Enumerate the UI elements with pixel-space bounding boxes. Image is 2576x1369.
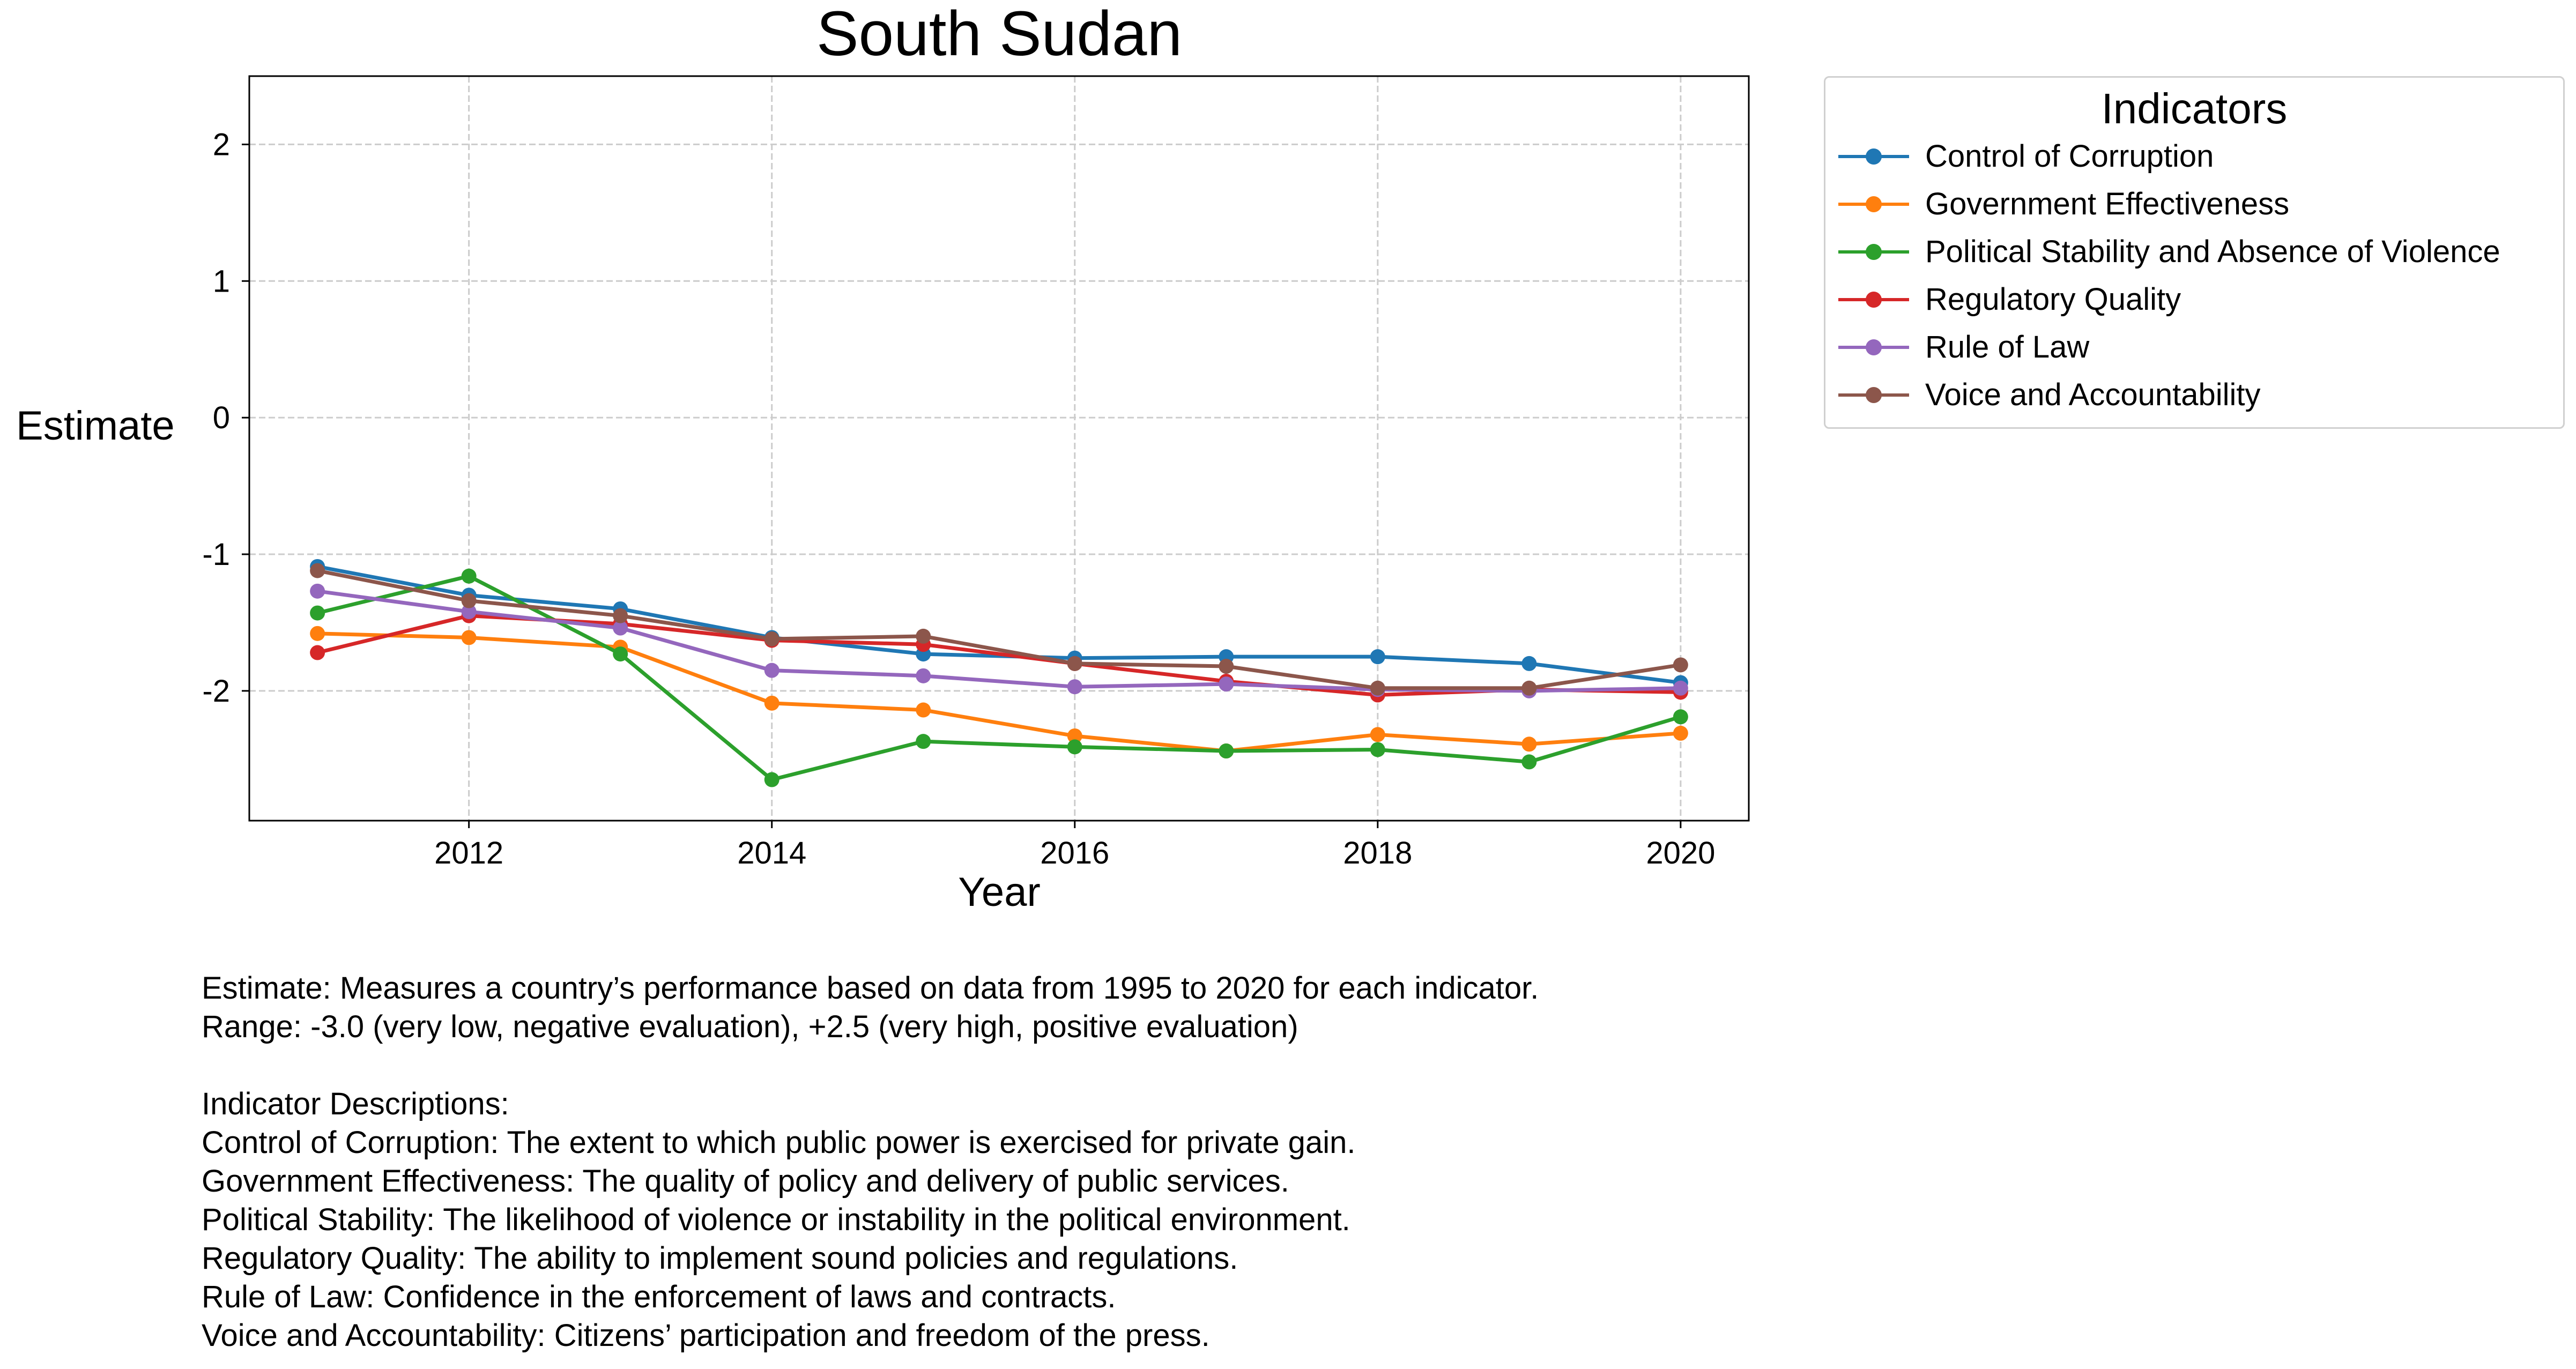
x-tick-label: 2014 <box>737 836 806 870</box>
y-tick-label: -1 <box>202 537 230 572</box>
series-line <box>317 589 1681 693</box>
legend-swatch <box>1836 135 1911 177</box>
data-point <box>1673 657 1688 673</box>
series-line <box>317 564 1681 685</box>
data-point <box>1521 736 1537 752</box>
series-line <box>317 631 1681 753</box>
data-point <box>613 608 628 623</box>
data-point <box>613 646 628 662</box>
data-point <box>1067 656 1082 671</box>
data-point <box>1521 656 1537 671</box>
data-point <box>461 604 477 620</box>
legend-item-political-stability-and-absence-of-violence: Political Stability and Absence of Viole… <box>1836 230 2500 273</box>
series-control-of-corruption <box>310 559 1688 690</box>
estimate-note: Estimate: Measures a country’s performan… <box>202 971 1539 1006</box>
data-point <box>1219 659 1234 674</box>
data-point <box>916 702 931 718</box>
legend-label: Political Stability and Absence of Viole… <box>1925 234 2500 269</box>
data-point <box>916 734 931 749</box>
legend-item-control-of-corruption: Control of Corruption <box>1836 135 2214 177</box>
data-point <box>1067 739 1082 755</box>
legend-item-government-effectiveness: Government Effectiveness <box>1836 182 2289 225</box>
legend-swatch <box>1836 182 1911 225</box>
data-point <box>1370 727 1385 742</box>
y-axis-label: Estimate <box>16 403 175 449</box>
data-point <box>1067 679 1082 695</box>
x-tick-label: 2018 <box>1343 836 1412 870</box>
legend-label: Control of Corruption <box>1925 138 2214 174</box>
legend-item-voice-and-accountability: Voice and Accountability <box>1836 373 2261 416</box>
data-point <box>1673 725 1688 741</box>
data-point <box>1067 728 1082 743</box>
legend-swatch <box>1836 278 1911 321</box>
legend-label: Rule of Law <box>1925 329 2090 364</box>
series-political-stability-and-absence-of-violence <box>310 568 1688 787</box>
data-point <box>916 668 931 683</box>
legend-swatch <box>1836 325 1911 368</box>
series-lines <box>310 559 1688 787</box>
data-point <box>1219 743 1234 759</box>
data-point <box>764 663 780 678</box>
y-tick-label: 1 <box>213 264 230 299</box>
y-tick-label: 0 <box>213 400 230 435</box>
range-note: Range: -3.0 (very low, negative evaluati… <box>202 1009 1298 1044</box>
description-regulatory: Regulatory Quality: The ability to imple… <box>202 1241 1238 1276</box>
data-point <box>310 605 325 621</box>
axis-ticks: 2012 2014 2016 2018 2020 -2 -1 0 1 2 <box>202 127 1715 870</box>
series-line <box>317 569 1681 690</box>
grid-lines <box>249 76 1749 821</box>
x-axis-label: Year <box>958 869 1041 915</box>
chart-title: South Sudan <box>816 0 1182 69</box>
data-point <box>310 563 325 578</box>
description-rule-of-law: Rule of Law: Confidence in the enforceme… <box>202 1279 1116 1314</box>
descriptions-heading: Indicator Descriptions: <box>202 1087 509 1121</box>
description-corruption: Control of Corruption: The extent to whi… <box>202 1125 1356 1160</box>
legend-label: Regulatory Quality <box>1925 281 2181 317</box>
data-point <box>1673 680 1688 696</box>
data-point <box>1370 649 1385 665</box>
description-government: Government Effectiveness: The quality of… <box>202 1164 1289 1199</box>
legend-label: Government Effectiveness <box>1925 186 2290 221</box>
series-voice-and-accountability <box>310 563 1688 696</box>
legend-label: Voice and Accountability <box>1925 377 2261 412</box>
legend: Indicators Control of Corruption Governme… <box>1824 76 2565 429</box>
data-point <box>310 626 325 641</box>
data-point <box>1219 676 1234 692</box>
legend-title: Indicators <box>2101 85 2288 132</box>
description-stability: Political Stability: The likelihood of v… <box>202 1202 1350 1237</box>
legend-item-regulatory-quality: Regulatory Quality <box>1836 278 2181 321</box>
data-point <box>461 593 477 608</box>
data-point <box>1521 680 1537 696</box>
data-point <box>1521 754 1537 770</box>
data-point <box>764 695 780 711</box>
data-point <box>764 772 780 787</box>
data-point <box>613 620 628 636</box>
description-voice: Voice and Accountability: Citizens’ part… <box>202 1318 1210 1353</box>
x-tick-label: 2012 <box>434 836 503 870</box>
data-point <box>461 630 477 645</box>
indicator-notes: Estimate: Measures a country’s performan… <box>202 969 1539 1355</box>
x-tick-label: 2016 <box>1040 836 1109 870</box>
data-point <box>1370 742 1385 757</box>
y-tick-label: 2 <box>213 127 230 162</box>
series-line <box>317 574 1681 782</box>
legend-item-rule-of-law: Rule of Law <box>1836 325 2089 368</box>
legend-swatch <box>1836 230 1911 273</box>
data-point <box>310 583 325 599</box>
y-tick-label: -2 <box>202 674 230 709</box>
data-point <box>310 645 325 660</box>
data-point <box>916 628 931 644</box>
data-point <box>764 631 780 647</box>
notes-spacer <box>202 1046 1539 1085</box>
data-point <box>461 568 477 584</box>
x-tick-label: 2020 <box>1646 836 1715 870</box>
legend-swatch <box>1836 373 1911 416</box>
data-point <box>1673 709 1688 725</box>
data-point <box>1370 680 1385 696</box>
plot-frame <box>248 75 1750 822</box>
